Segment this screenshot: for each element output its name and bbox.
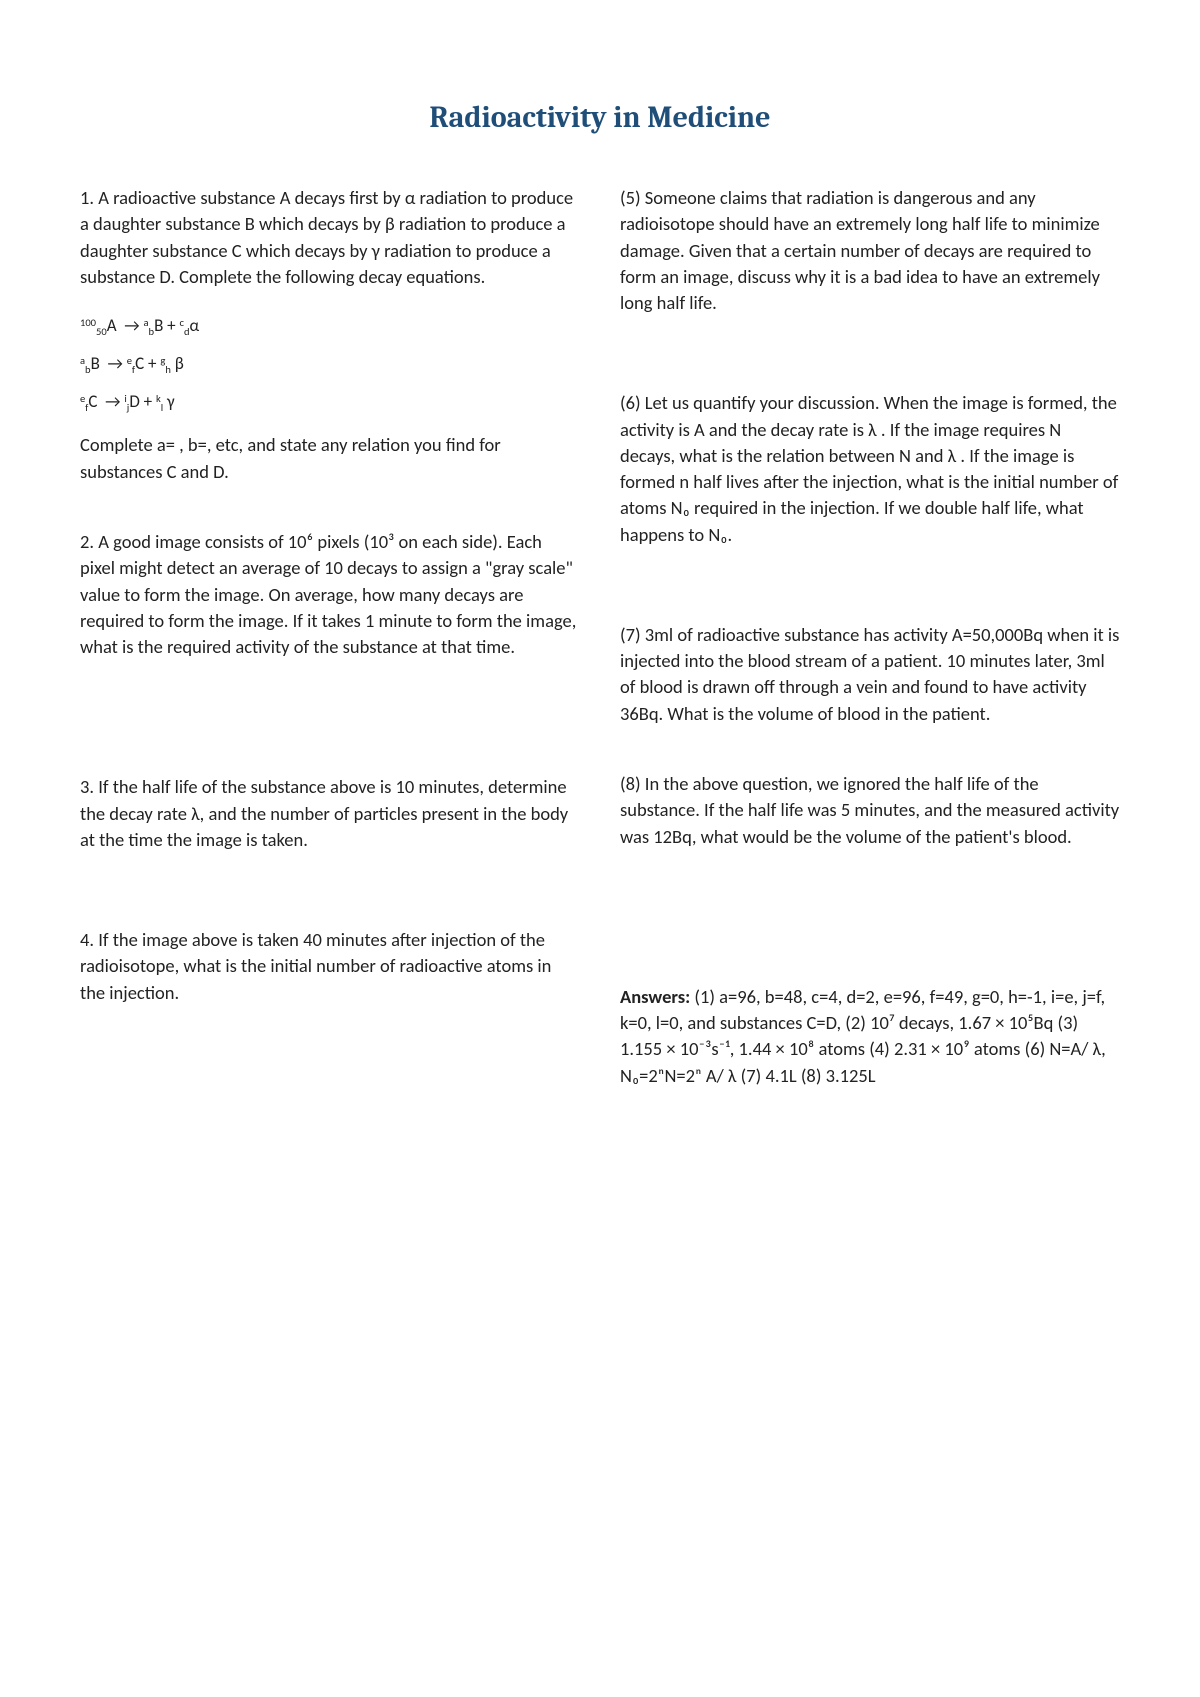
question-4: 4. If the image above is taken 40 minute… xyxy=(80,927,580,1006)
left-column: 1. A radioactive substance A decays firs… xyxy=(80,185,580,1113)
equation-1: 10050A → abB + cdα xyxy=(80,314,580,338)
answers-block: Answers: (1) a=96, b=48, c=4, d=2, e=96,… xyxy=(620,984,1120,1089)
question-5: (5) Someone claims that radiation is dan… xyxy=(620,185,1120,316)
equation-2: abB → efC + gh β xyxy=(80,352,580,376)
question-7: (7) 3ml of radioactive substance has act… xyxy=(620,622,1120,727)
two-column-layout: 1. A radioactive substance A decays firs… xyxy=(80,185,1120,1113)
answers-body: (1) a=96, b=48, c=4, d=2, e=96, f=49, g=… xyxy=(620,985,1106,1087)
answers-label: Answers: xyxy=(620,985,690,1008)
question-1-intro: 1. A radioactive substance A decays firs… xyxy=(80,185,580,290)
document-title: Radioactivity in Medicine xyxy=(80,100,1120,135)
question-2: 2. A good image consists of 10⁶ pixels (… xyxy=(80,529,580,660)
question-1-followup: Complete a= , b=, etc, and state any rel… xyxy=(80,432,580,485)
question-3: 3. If the half life of the substance abo… xyxy=(80,774,580,853)
equation-3: efC → ijD + kl γ xyxy=(80,390,580,414)
right-column: (5) Someone claims that radiation is dan… xyxy=(620,185,1120,1113)
question-8: (8) In the above question, we ignored th… xyxy=(620,771,1120,850)
question-6: (6) Let us quantify your discussion. Whe… xyxy=(620,390,1120,548)
page: Radioactivity in Medicine 1. A radioacti… xyxy=(0,0,1200,1697)
